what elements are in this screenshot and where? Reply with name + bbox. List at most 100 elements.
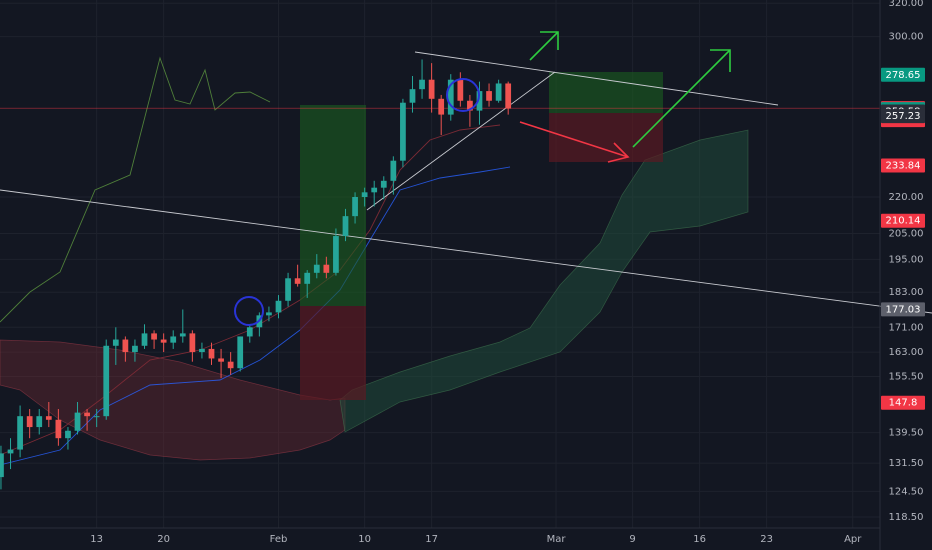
- x-tick-label: Mar: [547, 534, 567, 545]
- candle-body: [36, 416, 43, 428]
- y-tick-label: 195.00: [889, 254, 924, 265]
- candle-body: [438, 98, 445, 115]
- candle-body: [342, 216, 349, 237]
- x-tick-label: 23: [760, 534, 773, 545]
- x-tick-label: 16: [693, 534, 706, 545]
- cloud-green: [339, 129, 749, 433]
- candle-body: [17, 416, 23, 450]
- trend-line: [0, 189, 932, 314]
- candle-body: [447, 79, 454, 115]
- x-tick-label: 17: [425, 534, 438, 545]
- x-tick-label: Feb: [270, 534, 288, 545]
- candle-body: [26, 416, 33, 428]
- trend-line: [366, 71, 556, 211]
- candle-body: [199, 348, 205, 353]
- candle-body: [285, 278, 291, 301]
- arrow: [529, 31, 559, 61]
- candle-body: [352, 196, 358, 217]
- grid: [0, 0, 880, 528]
- price-badge-label: 233.84: [886, 160, 921, 171]
- candle-body: [323, 264, 330, 273]
- y-tick-label: 163.00: [889, 347, 924, 358]
- candle-body: [361, 192, 368, 197]
- axes: 320.00 300.00 220.00 205.00 195.00 183.00 171.…: [90, 0, 925, 545]
- y-tick-label: 131.50: [889, 458, 924, 469]
- candle-body: [400, 102, 406, 161]
- candle-body: [151, 333, 157, 340]
- candle-body: [486, 91, 492, 101]
- y-tick-label: 139.50: [889, 428, 924, 439]
- candle-body: [74, 412, 81, 431]
- x-tick-label: 13: [90, 534, 103, 545]
- candle-body: [103, 345, 110, 417]
- y-tick-label: 220.00: [889, 192, 924, 203]
- price-badge: [881, 109, 925, 124]
- price-badge-label: 278.65: [886, 70, 921, 81]
- y-tick-label: 320.00: [889, 0, 924, 9]
- price-badge: [881, 67, 925, 82]
- y-tick-label: 205.00: [889, 229, 924, 240]
- candle-body: [112, 339, 119, 346]
- candle-body: [505, 83, 512, 109]
- candle-body: [0, 453, 4, 478]
- x-tick-label: 20: [157, 534, 170, 545]
- candle-body: [93, 416, 100, 418]
- short-profit-zone: [549, 72, 663, 113]
- y-tick-label: 171.00: [889, 322, 924, 333]
- price-badge: [881, 395, 925, 410]
- candle-body: [380, 180, 387, 188]
- candle-body: [141, 333, 148, 346]
- long-loss-zone: [300, 306, 366, 400]
- candle-body: [179, 333, 186, 337]
- candle-body: [237, 336, 244, 369]
- candle-body: [208, 348, 215, 359]
- candle-body: [246, 327, 253, 337]
- candle-body: [84, 412, 90, 417]
- y-tick-label: 155.50: [889, 371, 924, 382]
- x-tick-label: 10: [358, 534, 371, 545]
- candle-body: [45, 416, 52, 420]
- highlight-circle: [446, 78, 480, 112]
- price-badge-label: 177.03: [886, 304, 921, 315]
- price-badge: [881, 213, 925, 228]
- candle-body: [371, 187, 378, 193]
- arrow: [632, 49, 731, 148]
- candle-body: [294, 278, 301, 284]
- candle-body: [313, 264, 320, 273]
- candle-body: [333, 236, 339, 273]
- candle-body: [227, 361, 234, 369]
- candle-body: [419, 79, 425, 90]
- candle-body: [266, 312, 272, 316]
- candle-body: [304, 272, 311, 284]
- price-badge: [881, 302, 925, 317]
- candle-body: [132, 345, 138, 353]
- candle-body: [390, 160, 397, 181]
- y-tick-label: 124.50: [889, 486, 924, 497]
- y-tick-label: 183.00: [889, 287, 924, 298]
- trend-line: [414, 51, 779, 106]
- candle-body: [170, 336, 177, 343]
- price-badge-label: 147.8: [889, 398, 918, 409]
- candle-body: [189, 333, 196, 353]
- candle-body: [122, 339, 129, 353]
- price-badge: [881, 158, 925, 173]
- arrow: [519, 121, 630, 163]
- candle-body: [65, 430, 71, 439]
- highlight-circle: [234, 296, 264, 326]
- candle-body: [495, 83, 502, 101]
- price-badge-label: 210.14: [886, 216, 921, 227]
- lagging-line: [0, 56, 271, 323]
- candle-body: [409, 89, 416, 103]
- x-tick-label: 9: [629, 534, 635, 545]
- candle-body: [218, 358, 224, 362]
- candle-body: [476, 91, 483, 111]
- candle-body: [160, 339, 167, 343]
- price-badge-label: 257.23: [886, 111, 921, 122]
- candle-body: [467, 100, 473, 111]
- candle-body: [275, 300, 282, 313]
- y-tick-label: 118.50: [889, 512, 924, 523]
- candle-body: [457, 79, 464, 101]
- candle-body: [7, 449, 14, 454]
